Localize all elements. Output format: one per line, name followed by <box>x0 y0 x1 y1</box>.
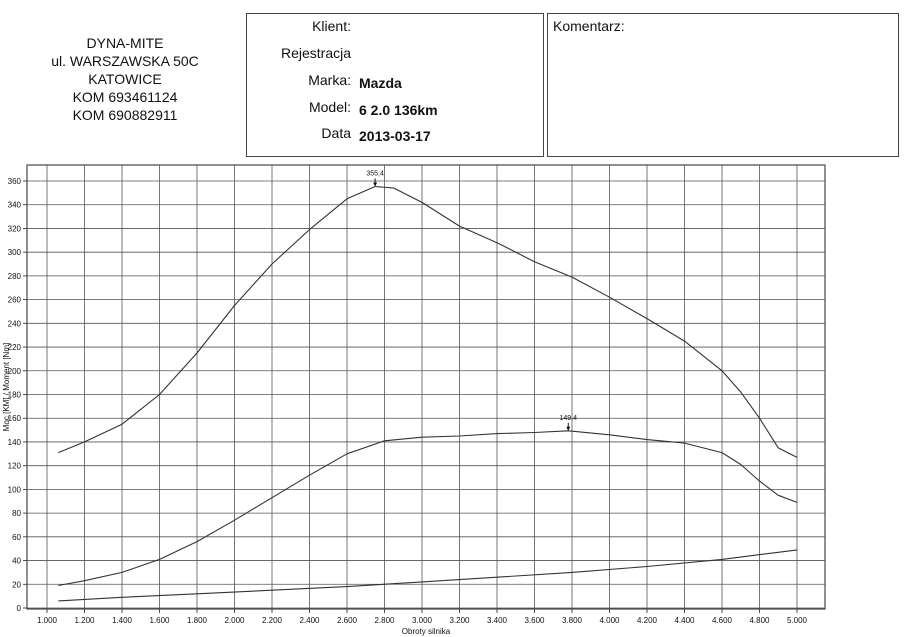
series-line <box>58 549 798 602</box>
plot-frame <box>26 164 826 610</box>
y-tick-label: 360 <box>8 177 22 186</box>
y-tick-label: 20 <box>12 580 21 589</box>
data-value: 2013-03-17 <box>359 128 431 144</box>
x-tick-label: 4.800 <box>749 616 770 625</box>
x-tick-label: 1.800 <box>187 616 208 625</box>
y-tick-label: 80 <box>12 509 21 518</box>
x-tick-label: 2.400 <box>299 616 320 625</box>
x-tick-label: 3.400 <box>487 616 508 625</box>
x-tick-label: 2.200 <box>262 616 283 625</box>
x-tick-label: 3.600 <box>524 616 545 625</box>
client-info-box: Klient: Rejestracja Marka: Mazda Model: … <box>246 13 544 157</box>
x-tick-label: 4.200 <box>637 616 658 625</box>
shop-line: KOM 693461124 <box>72 89 178 105</box>
x-tick-label: 2.800 <box>374 616 395 625</box>
shop-line: ul. WARSZAWSKA 50C <box>51 53 199 69</box>
x-tick-label: 3.200 <box>449 616 470 625</box>
y-tick-label: 0 <box>17 604 22 613</box>
shop-address: DYNA-MITE ul. WARSZAWSKA 50C KATOWICE KO… <box>20 34 230 124</box>
x-tick-label: 2.000 <box>224 616 245 625</box>
model-label: Model: <box>308 99 351 115</box>
marka-label: Marka: <box>308 72 351 88</box>
y-tick-label: 280 <box>8 272 22 281</box>
rejestracja-label: Rejestracja <box>280 45 351 61</box>
y-tick-label: 140 <box>8 438 22 447</box>
y-tick-label: 40 <box>12 557 21 566</box>
x-tick-label: 2.600 <box>337 616 358 625</box>
y-tick-label: 100 <box>8 485 22 494</box>
x-tick-label: 4.400 <box>674 616 695 625</box>
y-tick-label: 220 <box>8 343 22 352</box>
peak-label: 149,4 <box>559 415 577 422</box>
comment-box: Komentarz: <box>547 13 899 157</box>
peak-arrow <box>566 426 571 431</box>
data-label: Data <box>321 125 351 141</box>
y-tick-label: 160 <box>8 414 22 423</box>
x-tick-label: 1.200 <box>74 616 95 625</box>
shop-line: KOM 690882911 <box>72 107 178 123</box>
peak-label: 355,4 <box>366 170 384 177</box>
model-value: 6 2.0 136km <box>359 102 438 118</box>
y-tick-label: 120 <box>8 462 22 471</box>
x-axis-title: Obroty silnika <box>402 627 451 636</box>
y-tick-label: 300 <box>8 248 22 257</box>
y-tick-label: 60 <box>12 533 21 542</box>
y-tick-label: 260 <box>8 296 22 305</box>
y-tick-label: 320 <box>8 224 22 233</box>
y-tick-label: 340 <box>8 201 22 210</box>
y-tick-label: 200 <box>8 367 22 376</box>
shop-line: KATOWICE <box>88 71 162 87</box>
peak-arrow <box>373 182 378 187</box>
x-tick-label: 1.600 <box>149 616 170 625</box>
y-tick-label: 180 <box>8 391 22 400</box>
marka-value: Mazda <box>359 75 402 91</box>
klient-label: Klient: <box>312 18 351 34</box>
y-tick-label: 240 <box>8 319 22 328</box>
x-tick-label: 4.000 <box>599 616 620 625</box>
series-line <box>58 430 798 587</box>
x-tick-label: 1.000 <box>37 616 58 625</box>
y-axis-title: Moc [KM] / Moment [Nm] <box>2 343 11 431</box>
x-tick-label: 3.800 <box>562 616 583 625</box>
series-line <box>58 185 798 458</box>
comment-label: Komentarz: <box>553 18 625 34</box>
x-tick-label: 5.000 <box>787 616 808 625</box>
x-tick-label: 3.000 <box>412 616 433 625</box>
x-tick-label: 1.400 <box>112 616 133 625</box>
shop-line: DYNA-MITE <box>86 35 164 51</box>
x-tick-label: 4.600 <box>712 616 733 625</box>
